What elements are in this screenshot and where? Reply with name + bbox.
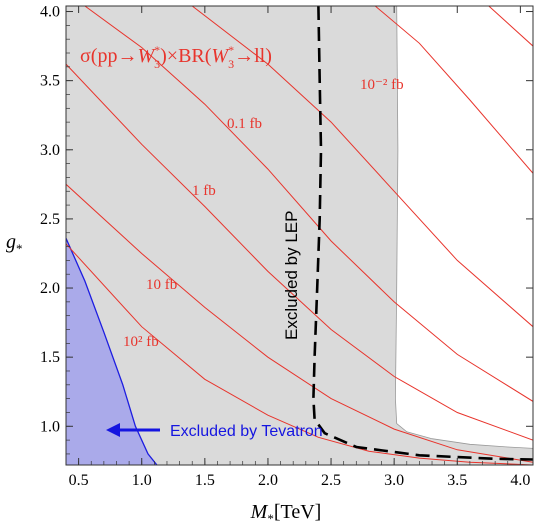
plot-frame	[65, 5, 534, 466]
x-tick-label: 2.5	[321, 472, 341, 489]
x-tick-label: 2.0	[258, 472, 278, 489]
contour-labels: 10² fb 10 fb 1 fb 0.1 fb 10⁻² fb	[123, 77, 404, 350]
contour-line-6	[488, 6, 533, 47]
tevatron-edge	[66, 238, 158, 465]
y-tick-label: 3.5	[40, 73, 60, 90]
contour-label-1: 10 fb	[146, 277, 177, 293]
y-axis-label: g*	[6, 231, 23, 256]
contour-line-4	[191, 6, 533, 328]
x-tick-label: 4.0	[510, 472, 530, 489]
y-tick-label: 1.0	[40, 418, 60, 435]
x-tick-label: 1.5	[195, 472, 215, 489]
grey-region-edge	[394, 6, 533, 449]
tevatron-arrow	[106, 423, 160, 437]
lep-boundary	[312, 6, 533, 461]
x-tick-label: 3.0	[384, 472, 404, 489]
contour-label-0: 10² fb	[123, 334, 159, 350]
contour-lines	[66, 6, 533, 465]
x-tick-label: 1.0	[132, 472, 152, 489]
contour-line-5	[374, 6, 533, 174]
y-tick-label: 4.0	[40, 4, 60, 21]
y-tick-label: 1.5	[40, 349, 60, 366]
contour-label-3: 0.1 fb	[227, 116, 262, 132]
contour-line-3	[84, 6, 533, 402]
contour-label-2: 1 fb	[192, 183, 216, 199]
tevatron-annotation: Excluded by Tevatron	[170, 423, 323, 440]
regions	[66, 6, 533, 465]
x-tick-label: 0.5	[69, 472, 89, 489]
axis-ticks: 0.5 1.0 1.5 2.0 2.5 3.0 3.5 4.0 1.0 1.5 2.0 2.5 3.0 3…	[40, 4, 533, 489]
tevatron-excluded-region	[66, 238, 157, 465]
grey-excluded-region	[66, 6, 533, 465]
lep-dashed-line	[312, 6, 533, 461]
x-axis-label: M*[TeV]	[250, 501, 322, 526]
chart-title: σ(pp→W* 3)×BR(W* 3→ll)	[80, 43, 272, 71]
x-tick-label: 3.5	[447, 472, 467, 489]
y-tick-label: 2.5	[40, 211, 60, 228]
y-tick-label: 3.0	[40, 142, 60, 159]
contour-line-2	[66, 63, 533, 441]
contour-label-4: 10⁻² fb	[360, 77, 404, 93]
lep-annotation: Excluded by LEP	[282, 211, 301, 340]
contour-line-0	[66, 243, 533, 465]
y-tick-label: 2.0	[40, 280, 60, 297]
contour-line-1	[66, 183, 533, 463]
